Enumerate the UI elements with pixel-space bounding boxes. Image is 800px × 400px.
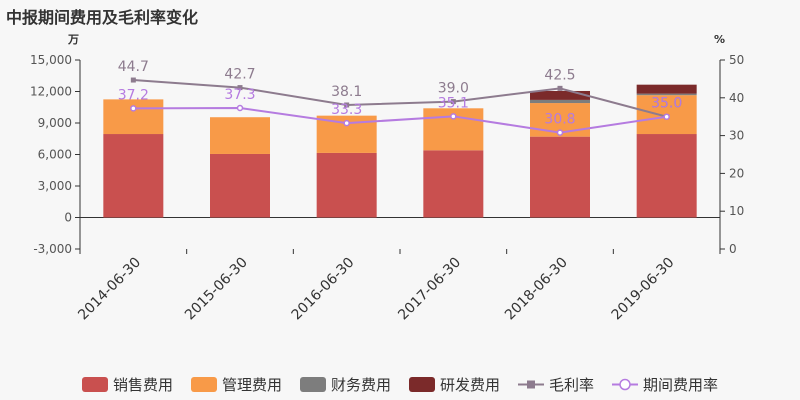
line-2-data-label: 35.1 (438, 95, 469, 111)
legend-swatch (299, 377, 326, 392)
line-2-data-label: 30.8 (544, 112, 575, 128)
line-1-data-label: 42.7 (224, 67, 255, 83)
x-tick-label: 2015-06-30 (182, 255, 251, 324)
left-tick-label: 12,000 (30, 85, 72, 99)
left-tick-label: 15,000 (30, 53, 72, 67)
left-tick-label: 0 (64, 211, 72, 225)
right-axis-unit: % (714, 33, 725, 46)
line-1-data-label: 38.1 (331, 84, 362, 100)
x-tick-label: 2017-06-30 (395, 255, 464, 324)
bar-2-2014-06-30 (103, 99, 164, 135)
x-tick-label: 2019-06-30 (609, 255, 678, 324)
legend-swatch (190, 377, 217, 392)
x-tick-label: 2018-06-30 (502, 255, 571, 324)
line-2-point (130, 105, 137, 112)
line-2-data-label: 33.3 (331, 102, 362, 118)
x-tick-label: 2014-06-30 (75, 255, 144, 324)
legend-label: 销售费用 (112, 376, 173, 394)
legend-item: 研发费用 (409, 374, 500, 395)
legend-item: 期间费用率 (612, 374, 718, 395)
right-tick-label: 40 (729, 91, 744, 105)
left-tick-label: -3,000 (33, 242, 72, 256)
left-axis-unit: 万 (67, 33, 79, 46)
legend-item: 销售费用 (81, 374, 173, 395)
legend-line-icon (612, 377, 639, 392)
legend-label: 期间费用率 (643, 376, 719, 394)
bar-1-2019-06-30 (636, 134, 697, 218)
line-2-point (450, 113, 457, 120)
right-tick-label: 50 (729, 53, 744, 67)
legend-swatch (409, 377, 435, 392)
legend-swatch (81, 377, 108, 392)
line-2-point (236, 104, 244, 112)
line-1-data-label: 44.7 (118, 59, 149, 75)
line-1-data-label: 35.0 (651, 96, 682, 112)
bar-1-2017-06-30 (423, 150, 484, 218)
line-2-data-label: 37.2 (118, 87, 149, 103)
legend-item: 毛利率 (518, 374, 594, 395)
bar-4-2018-06-30 (530, 90, 590, 100)
right-tick-label: 0 (729, 242, 737, 256)
line-1 (133, 79, 667, 118)
line-2-point (343, 119, 350, 127)
line-2-data-label: 37.3 (224, 87, 255, 103)
legend-label: 毛利率 (549, 376, 595, 394)
bar-1-2016-06-30 (316, 152, 377, 218)
left-tick-label: 9,000 (38, 116, 72, 130)
line-1-point (557, 85, 563, 91)
legend-label: 管理费用 (221, 376, 282, 394)
bar-1-2018-06-30 (530, 136, 590, 218)
left-tick-label: 3,000 (38, 179, 72, 193)
legend-line-icon (518, 377, 545, 392)
bar-4-2019-06-30 (636, 84, 697, 94)
chart-canvas: -3,000 0 3,000 6,000 9,000 12,000 15,000 0 10 20 3… (30, 33, 744, 324)
line-1-point (130, 77, 136, 83)
bar-3-2018-06-30 (530, 99, 590, 104)
line-1-point (450, 99, 456, 105)
bar-1-2014-06-30 (103, 134, 164, 218)
left-tick-label: 6,000 (38, 148, 72, 162)
bar-1-2015-06-30 (210, 153, 270, 218)
line-2-point (556, 129, 564, 136)
line-2-point (663, 113, 670, 120)
legend: 销售费用 管理费用 财务费用 研发费用 毛利率 期间费用率 (0, 374, 800, 395)
legend-label: 财务费用 (330, 376, 391, 394)
legend-item: 财务费用 (299, 374, 391, 395)
line-2-data-label: 35.0 (651, 96, 682, 112)
bar-3-2019-06-30 (636, 93, 697, 96)
line-2 (133, 107, 667, 134)
right-tick-label: 10 (729, 204, 744, 218)
line-1-point (237, 85, 243, 91)
right-tick-label: 20 (729, 166, 744, 180)
line-1-point (344, 102, 350, 108)
bar-2-2015-06-30 (210, 117, 270, 154)
line-1-data-label: 39.0 (438, 81, 469, 97)
chart-title: 中报期间费用及毛利率变化 (6, 8, 199, 27)
x-tick-label: 2016-06-30 (289, 255, 358, 324)
line-1-data-label: 42.5 (544, 67, 575, 83)
legend-item: 管理费用 (190, 374, 282, 395)
legend-label: 研发费用 (440, 376, 501, 394)
right-tick-label: 30 (729, 129, 744, 143)
